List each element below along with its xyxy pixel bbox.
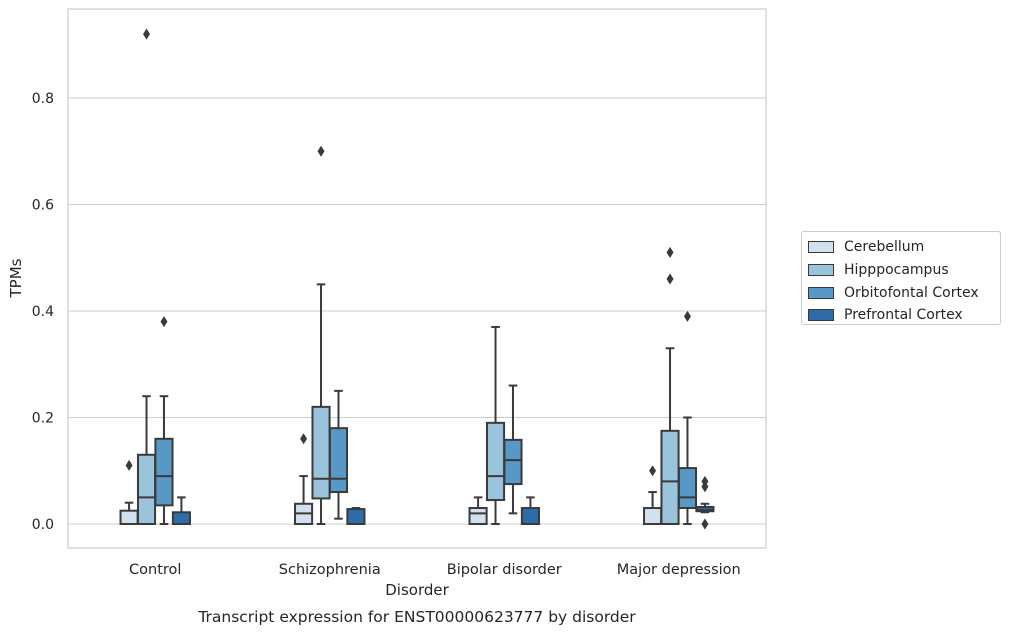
legend-label: Cerebellum [844, 239, 925, 256]
legend-swatch [808, 286, 834, 299]
box-iqr [171, 511, 191, 525]
box-4 [171, 496, 191, 525]
x-tick-label: Control [129, 562, 181, 578]
box-iqr [311, 405, 331, 500]
outlier-point [125, 459, 133, 471]
box-iqr [119, 509, 139, 525]
x-tick-label: Major depression [617, 562, 741, 578]
y-tick-label: 0.8 [32, 91, 54, 107]
box-iqr [503, 438, 523, 486]
x-tick-label: Bipolar disorder [447, 562, 562, 578]
box-3 [503, 384, 523, 515]
legend-label: Orbitofontal Cortex [844, 284, 979, 301]
box-3 [154, 316, 174, 525]
legend-swatch [808, 309, 834, 322]
legend: Cerebellum Hipppocampus Orbitofontal Corte… [801, 231, 1001, 325]
box-2 [136, 28, 157, 525]
box-3 [677, 310, 698, 525]
box-4 [346, 507, 366, 525]
y-axis-label: TPMs [7, 258, 25, 298]
outlier-point [160, 316, 168, 328]
outlier-point [666, 246, 674, 258]
legend-item: Prefrontal Cortex [802, 304, 1000, 327]
x-tick-labels: Control Schizophrenia Bipolar disorder Majo… [129, 562, 741, 578]
legend-swatch [808, 264, 834, 277]
box-4 [520, 496, 540, 525]
chart-title: Transcript expression for ENST0000062377… [197, 608, 636, 626]
x-axis-label: Disorder [385, 581, 449, 599]
plot-frame [67, 8, 767, 549]
box-iqr [520, 507, 540, 525]
outlier-point [300, 433, 308, 445]
y-tick-labels: 0.0 0.2 0.4 0.6 0.8 [32, 91, 54, 533]
box-iqr [346, 508, 366, 525]
box-1 [468, 496, 488, 525]
box-2 [660, 246, 680, 525]
box-iqr [677, 467, 698, 510]
box-2 [485, 325, 506, 525]
outlier-point [701, 475, 709, 487]
box-iqr [485, 421, 506, 502]
box-3 [328, 389, 349, 520]
legend-item: Hipppocampus [802, 259, 1000, 282]
box-iqr [695, 505, 715, 513]
box-iqr [136, 453, 157, 525]
box-4 [695, 475, 715, 530]
y-tick-label: 0.2 [32, 411, 54, 427]
box-1 [643, 465, 663, 525]
outlier-point [683, 310, 691, 322]
x-tick-label: Schizophrenia [279, 562, 381, 578]
legend-item: Orbitofontal Cortex [802, 281, 1000, 304]
outlier-point [701, 518, 709, 530]
y-tick-label: 0.4 [32, 304, 54, 320]
box-iqr [660, 429, 680, 525]
box-iqr [154, 437, 174, 507]
box-iqr [328, 427, 349, 494]
y-tick-label: 0.0 [32, 517, 54, 533]
box-1 [119, 459, 139, 525]
box-iqr [468, 507, 488, 525]
outlier-point [666, 273, 674, 285]
legend-label: Prefrontal Cortex [844, 307, 963, 324]
y-tick-label: 0.6 [32, 198, 54, 214]
outlier-point [143, 28, 151, 40]
legend-item: Cerebellum [802, 236, 1000, 259]
outlier-point [649, 465, 657, 477]
legend-swatch [808, 241, 834, 254]
outlier-point [317, 145, 325, 157]
boxes-layer [119, 28, 715, 530]
legend-label: Hipppocampus [844, 262, 949, 279]
box-1 [294, 433, 314, 526]
box-2 [311, 145, 331, 525]
box-iqr [643, 507, 663, 525]
